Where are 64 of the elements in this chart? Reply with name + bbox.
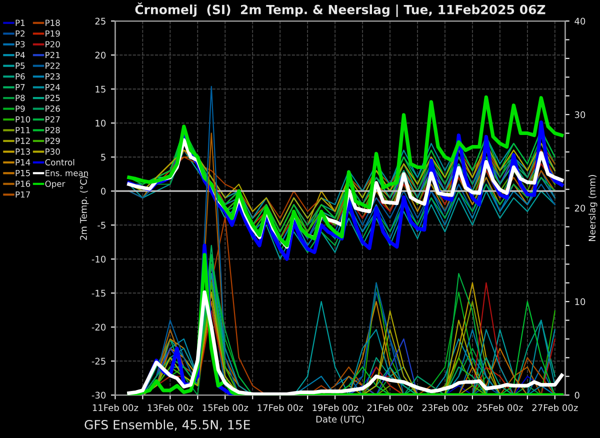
legend-label: P7 (16, 84, 25, 90)
legend-label: P22 (46, 62, 60, 69)
x-tick-label: 11Feb 00z (92, 404, 138, 412)
y2-tick-label: 30 (574, 111, 586, 118)
y-tick-label: -25 (92, 358, 106, 365)
x-tick-label: 19Feb 00z (312, 404, 358, 412)
y2-tick-label: 0 (574, 392, 580, 399)
legend-label: P25 (46, 94, 60, 102)
legend-label: P1 (16, 20, 25, 26)
legend-label: P19 (46, 30, 60, 37)
legend-label: P17 (16, 191, 30, 198)
y-tick-label: 0 (101, 188, 106, 195)
y-tick-label: 25 (95, 18, 106, 25)
x-tick-label: 25Feb 00z (477, 404, 523, 412)
chart-title: Črnomelj (SI) 2m Temp. & Neerslag | Tue, 11Feb2025 06Z (135, 2, 546, 18)
legend-label: P3 (16, 41, 25, 48)
legend-label: P29 (46, 138, 60, 144)
legend-label: P4 (16, 52, 25, 58)
y2-tick-label: 20 (574, 204, 586, 212)
y-tick-label: -5 (98, 222, 106, 229)
legend-label: P30 (46, 148, 60, 155)
y-tick-label: -10 (92, 256, 106, 263)
x-tick-label: 23Feb 00z (422, 404, 468, 412)
x-axis-title: Date (UTC) (316, 416, 364, 424)
y-axis-title: 2m Temp. (°C) (80, 176, 89, 240)
x-tick-label: 27Feb 00z (532, 404, 578, 412)
legend-label: P26 (46, 106, 60, 112)
y-tick-label: 20 (95, 52, 106, 59)
y-tick-label: 10 (96, 120, 106, 127)
x-tick-label: 13Feb 00z (148, 404, 194, 412)
y-tick-label: -30 (92, 392, 106, 399)
legend-label: P11 (16, 127, 30, 134)
legend-label: P9 (16, 106, 25, 112)
legend-label: P6 (16, 73, 25, 80)
legend-label: P15 (16, 170, 30, 176)
legend-label: P24 (46, 84, 60, 90)
text: GFS Ensemble, 45.5N, 15E (84, 420, 250, 431)
legend-label: P5 (16, 62, 25, 69)
legend-label: P18 (46, 20, 60, 26)
y-tick-label: -20 (92, 324, 106, 331)
y-tick-label: -15 (92, 290, 106, 297)
x-tick-label: 15Feb 00z (202, 404, 248, 412)
legend-label: P2 (16, 30, 24, 37)
y-tick-label: 15 (96, 86, 106, 93)
x-tick-label: 17Feb 00z (258, 404, 303, 412)
y2-tick-label: 40 (574, 18, 586, 25)
legend-label: Ens. mean (46, 170, 88, 176)
legend-label: Control (45, 159, 74, 166)
legend-label: P21 (46, 52, 60, 58)
y2-tick-label: 10 (575, 298, 586, 306)
legend-label: P16 (16, 180, 30, 187)
legend-label: P28 (46, 126, 60, 134)
legend-label: P8 (16, 94, 25, 102)
legend-label: P20 (46, 41, 60, 48)
y2-axis-title: Neerslag (mm) (588, 175, 598, 241)
legend-label: P23 (46, 73, 60, 80)
legend-label: P10 (16, 116, 30, 123)
legend-label: P13 (16, 148, 30, 155)
legend-label: P14 (16, 159, 30, 166)
legend-label: Oper (45, 180, 66, 189)
x-tick-label: 21Feb 00z (367, 404, 413, 412)
legend-label: P27 (46, 116, 60, 122)
legend-label: P12 (16, 138, 30, 144)
y-tick-label: 5 (101, 154, 106, 161)
